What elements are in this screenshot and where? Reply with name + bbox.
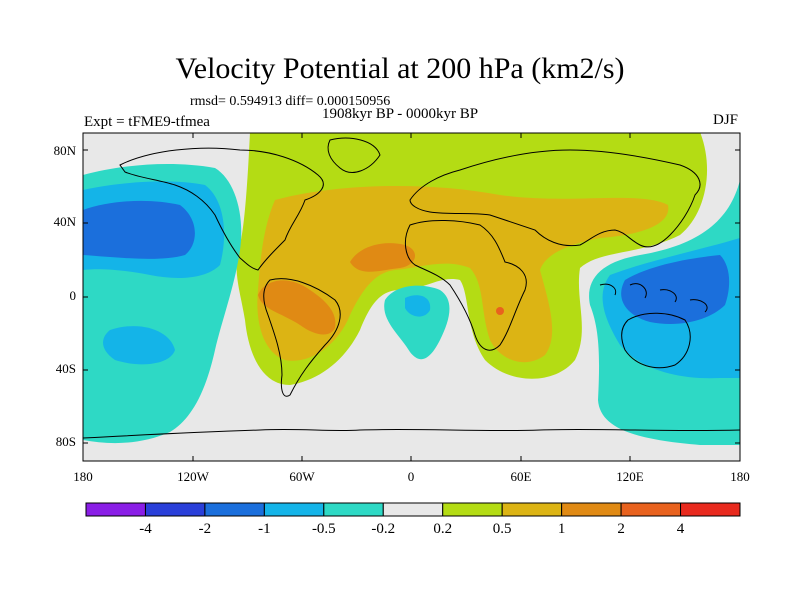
stats-line: rmsd= 0.594913 diff= 0.000150956	[190, 94, 391, 109]
colorbar-label: 2	[617, 521, 625, 537]
lon-label-60e: 60E	[510, 469, 532, 484]
negative-core-pacific-1	[83, 200, 195, 259]
colorbar-label: -2	[198, 521, 212, 537]
velocity-potential-field	[83, 133, 740, 461]
lat-label-0: 0	[69, 288, 77, 303]
colorbar-swatch	[680, 502, 741, 517]
coast-eurasia	[409, 149, 701, 248]
colorbar-label: -0.5	[311, 521, 336, 537]
colorbar-label: 0.5	[492, 521, 512, 537]
colorbar-swatch	[85, 502, 146, 517]
lat-label-80s: 80S	[55, 434, 76, 449]
positive-peak-africa	[496, 307, 504, 315]
lat-label-40n: 40N	[53, 214, 76, 229]
colorbar-swatch	[323, 502, 384, 517]
season-label: DJF	[712, 112, 738, 128]
lon-label-60w: 60W	[289, 469, 315, 484]
negative-core-indo-pacific-1	[621, 255, 730, 325]
colorbar-swatch	[144, 502, 206, 517]
coast-australia	[621, 312, 691, 369]
negative-patch-atlantic	[384, 285, 450, 360]
coast-south-america	[263, 278, 341, 397]
lat-label-80n: 80N	[53, 143, 76, 158]
longitude-ticks	[82, 133, 741, 461]
lon-label-0: 0	[407, 469, 415, 484]
colorbar-swatch	[620, 502, 682, 517]
coast-antarctica	[83, 428, 740, 439]
lon-label-180w: 180	[73, 469, 93, 484]
colorbar-swatch	[501, 502, 563, 517]
colorbar-label: 1	[557, 521, 566, 537]
negative-core-atlantic	[405, 295, 431, 317]
map-title: Velocity Potential at 200 hPa (km2/s)	[175, 52, 625, 85]
latitude-ticks	[83, 149, 740, 444]
coast-north-america	[119, 147, 324, 271]
colorbar-swatch	[561, 502, 622, 517]
period-label: 1908kyr BP - 0000kyr BP	[322, 106, 479, 122]
colorbar-swatch	[442, 502, 503, 517]
coast-maritime-continent	[599, 283, 708, 313]
coastlines	[83, 137, 740, 439]
colorbar-label: -1	[258, 521, 271, 537]
lon-label-120w: 120W	[177, 469, 209, 484]
colorbar-label: -4	[139, 521, 152, 537]
colorbar-swatch	[382, 502, 444, 517]
colorbar-swatch	[204, 502, 265, 517]
lon-label-180e: 180	[730, 469, 750, 484]
positive-band-0.5	[257, 185, 669, 363]
lat-label-40s: 40S	[55, 361, 76, 376]
colorbar-label: 0.2	[433, 521, 453, 537]
positive-core-atlantic	[350, 243, 416, 272]
colorbar-swatch	[263, 502, 325, 517]
experiment-label: Expt = tFME9-tfmea	[84, 114, 210, 130]
lon-label-120e: 120E	[616, 469, 644, 484]
colorbar-label: -0.2	[371, 521, 396, 537]
colorbar	[85, 502, 741, 517]
colorbar-label: 4	[676, 521, 685, 537]
coast-africa	[404, 219, 527, 351]
negative-core-pacific-south	[103, 326, 175, 365]
coast-greenland	[327, 137, 381, 173]
positive-core-south-america	[258, 280, 336, 335]
